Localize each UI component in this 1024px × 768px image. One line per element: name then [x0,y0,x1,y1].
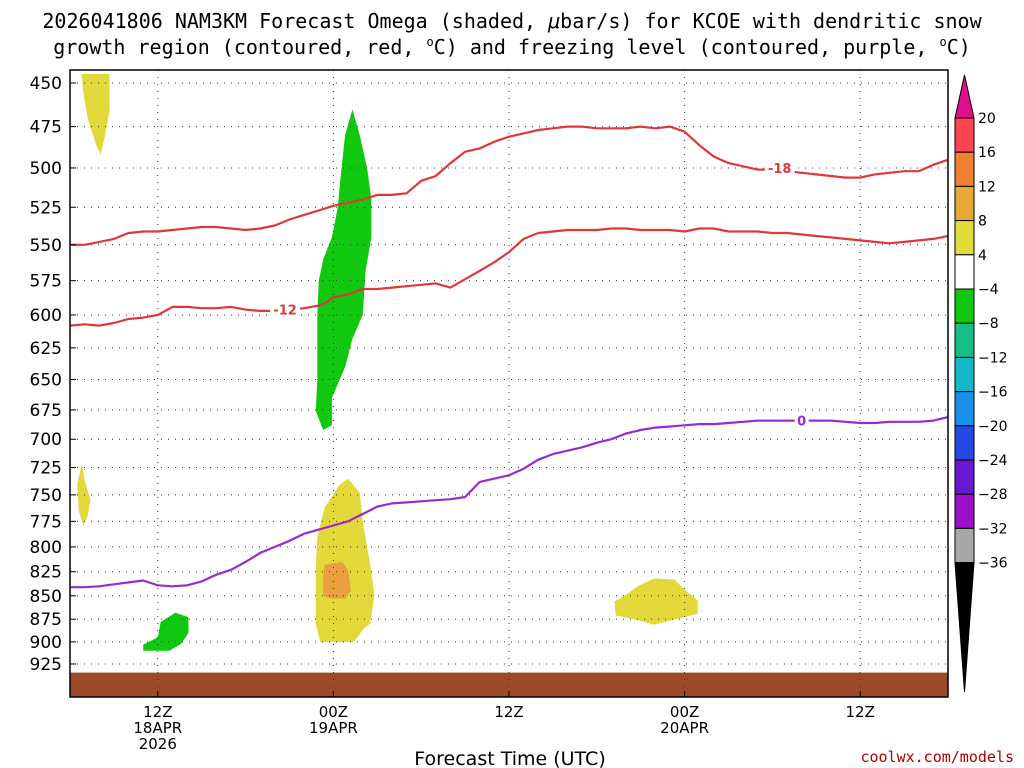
colorbar-label-13: −36 [978,556,1008,572]
colorbar-label-11: −28 [978,487,1008,503]
colorbar-bin-3 [954,220,975,256]
y-tick-label-450: 450 [30,74,62,94]
x-tick-label-0-3: 2026 [139,735,177,753]
y-tick-label-625: 625 [30,339,62,359]
colorbar-bin-0 [954,117,975,153]
x-tick-label-1-1: 00Z [319,703,348,721]
y-tick-label-600: 600 [30,306,62,326]
omega-region-yellow-plume-top-left [81,74,110,155]
colorbar-bin-7 [954,356,975,393]
colorbar-label-7: −12 [978,350,1008,366]
grid-lines [70,70,948,697]
colorbar-label-9: −20 [978,419,1008,435]
colorbar-bin-8 [954,391,975,427]
colorbar-bin-12 [954,527,975,564]
x-tick-label-0-1: 12Z [143,703,172,721]
omega-shading-layer [77,74,698,651]
contour-label-dgz-minus-12: -12 [273,304,297,319]
y-tick-label-500: 500 [30,159,62,179]
colorbar-label-8: −16 [978,385,1008,401]
x-tick-label-1-2: 19APR [309,719,358,737]
colorbar-bin-11 [954,493,975,529]
colorbar-label-3: 8 [978,214,987,230]
y-axis: 450 475 500 525 550 575 600 625 650 675 700 725 750 7… [30,74,76,675]
contour-labels-layer: -12 -18 0 [270,159,809,430]
colorbar-top-arrow [954,74,975,119]
y-tick-label-750: 750 [30,486,62,506]
credit-text: coolwx.com/models [860,748,1014,766]
y-tick-label-550: 550 [30,236,62,256]
y-tick-label-825: 825 [30,563,62,583]
omega-region-yellow-blob-center [315,478,375,642]
colorbar-label-2: 12 [978,179,996,195]
colorbar-label-1: 16 [978,145,996,161]
contour-label-bg-dgz-minus-18 [764,159,795,174]
colorbar-bin-5 [954,288,975,324]
y-tick-label-575: 575 [30,272,62,292]
colorbar-label-0: 20 [978,111,996,127]
chart-title-line-2: growth region (contoured, red, oC) and f… [53,35,971,59]
colorbar-label-12: −32 [978,521,1008,537]
chart-title-line-1: 2026041806 NAM3KM Forecast Omega (shaded… [42,9,982,33]
x-tick-label-3-1: 00Z [670,703,699,721]
y-tick-label-725: 725 [30,459,62,479]
contour-freezing-level-0 [70,416,948,589]
y-tick-label-875: 875 [30,610,62,630]
omega-region-yellow-blob-left [77,464,91,526]
y-tick-label-525: 525 [30,198,62,218]
y-tick-label-925: 925 [30,655,62,675]
colorbar-label-5: −4 [978,282,999,298]
colorbar-bin-4 [954,254,975,290]
colorbar-bin-6 [954,322,975,358]
omega-region-green-column [315,109,372,431]
y-tick-label-800: 800 [30,538,62,558]
omega-region-yellow-blob-right [614,578,698,625]
colorbar-bin-9 [954,425,975,461]
colorbar-label-6: −8 [978,316,999,332]
y-tick-label-775: 775 [30,512,62,532]
contour-label-bg-dgz-minus-12 [270,301,301,316]
colorbar-bin-1 [954,151,975,187]
colorbar-bin-10 [954,459,975,495]
x-axis-title: Forecast Time (UTC) [414,748,605,768]
omega-region-orange-core [323,561,351,599]
colorbar-label-4: 4 [978,248,987,264]
y-tick-label-475: 475 [30,118,62,138]
contour-label-dgz-minus-18: -18 [768,162,792,177]
y-tick-label-900: 900 [30,633,62,653]
contour-dgz-minus-18 [70,125,948,246]
colorbar-bin-2 [954,185,975,222]
x-tick-label-0-2: 18APR [133,719,182,737]
colorbar: 20 16 12 8 4 −4 −8 −12 −16 −20 −24 −28 −32 −36 [954,74,1008,693]
contour-label-bg-freezing-level-0 [794,412,809,427]
x-tick-label-3-2: 20APR [660,719,709,737]
y-tick-label-700: 700 [30,430,62,450]
contour-label-freezing-level-0: 0 [797,415,806,430]
colorbar-bottom-arrow [954,562,975,693]
y-tick-label-675: 675 [30,401,62,421]
x-tick-label-4-1: 12Z [846,703,875,721]
x-tick-label-2-1: 12Z [494,703,523,721]
omega-region-green-blob-bottom-left [143,612,189,651]
y-tick-label-650: 650 [30,370,62,390]
y-tick-label-850: 850 [30,587,62,607]
colorbar-label-10: −24 [978,453,1008,469]
contour-dgz-minus-12 [70,227,948,327]
